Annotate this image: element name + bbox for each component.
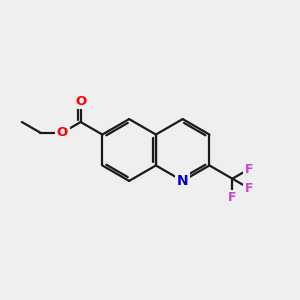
Text: F: F xyxy=(245,182,253,195)
Text: F: F xyxy=(245,163,253,176)
Text: N: N xyxy=(177,174,188,188)
Text: F: F xyxy=(228,191,237,204)
Text: O: O xyxy=(57,126,68,139)
Text: O: O xyxy=(75,95,86,108)
